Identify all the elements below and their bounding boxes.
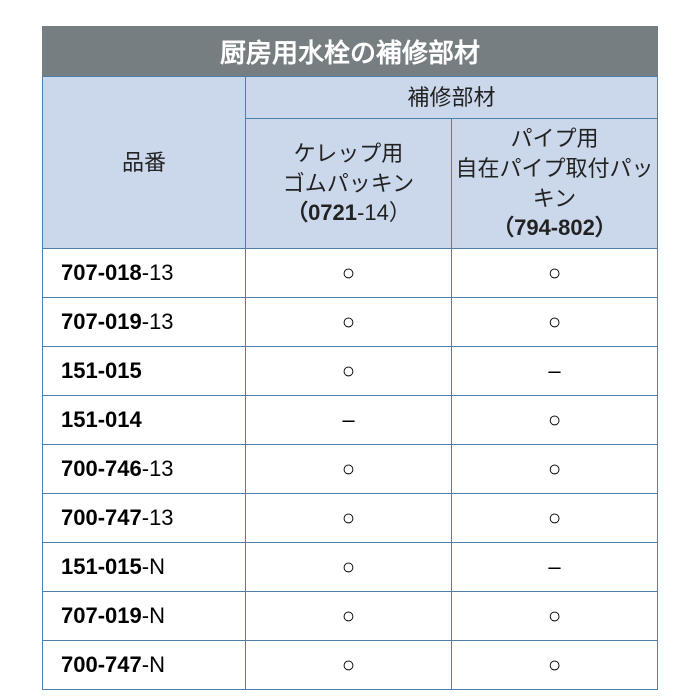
part-number-bold: 151-015 bbox=[61, 358, 142, 383]
header-sub1-l3b: -14） bbox=[357, 200, 411, 225]
title-text: 厨房用水栓の補修部材 bbox=[220, 33, 480, 70]
part-number-cell: 707-019-N bbox=[43, 592, 246, 641]
part-number-bold: 700-746 bbox=[61, 456, 142, 481]
table-row: 707-019-13○○ bbox=[43, 298, 658, 347]
part-number-cell: 151-015 bbox=[43, 347, 246, 396]
table-row: 700-746-13○○ bbox=[43, 445, 658, 494]
table-row: 151-015-N○– bbox=[43, 543, 658, 592]
header-group: 補修部材 bbox=[245, 77, 657, 119]
mark-cell-kerep: ○ bbox=[245, 249, 451, 298]
table-body: 707-018-13○○707-019-13○○151-015○–151-014… bbox=[43, 249, 658, 690]
mark-cell-kerep: ○ bbox=[245, 347, 451, 396]
mark-cell-kerep: – bbox=[245, 396, 451, 445]
header-sub1-l2: ゴムパッキン bbox=[283, 171, 414, 196]
part-number-bold: 707-019 bbox=[61, 603, 142, 628]
part-number-suffix: -N bbox=[142, 652, 165, 677]
part-number-cell: 151-014 bbox=[43, 396, 246, 445]
part-number-suffix: -13 bbox=[142, 456, 174, 481]
part-number-bold: 700-747 bbox=[61, 652, 142, 677]
mark-cell-pipe: ○ bbox=[451, 298, 657, 347]
part-number-bold: 151-015 bbox=[61, 554, 142, 579]
mark-cell-kerep: ○ bbox=[245, 543, 451, 592]
part-number-suffix: -N bbox=[142, 554, 165, 579]
table-row: 700-747-N○○ bbox=[43, 641, 658, 690]
header-sub2-l2: 自在パイプ取付パッキン bbox=[455, 156, 653, 211]
table-row: 151-014 –○ bbox=[43, 396, 658, 445]
part-number-cell: 700-747-13 bbox=[43, 494, 246, 543]
mark-cell-kerep: ○ bbox=[245, 445, 451, 494]
part-number-bold: 707-018 bbox=[61, 260, 142, 285]
header-sub-2: パイプ用 自在パイプ取付パッキン （794-802） bbox=[451, 119, 657, 249]
mark-cell-pipe: ○ bbox=[451, 592, 657, 641]
parts-table: 品番 補修部材 ケレップ用 ゴムパッキン （0721-14） パイプ用 自在パイ… bbox=[42, 76, 658, 690]
header-sub-1: ケレップ用 ゴムパッキン （0721-14） bbox=[245, 119, 451, 249]
part-number-cell: 707-019-13 bbox=[43, 298, 246, 347]
mark-cell-kerep: ○ bbox=[245, 298, 451, 347]
table-row: 700-747-13○○ bbox=[43, 494, 658, 543]
part-number-bold: 151-014 bbox=[61, 407, 142, 432]
part-number-bold: 707-019 bbox=[61, 309, 142, 334]
mark-cell-pipe: – bbox=[451, 347, 657, 396]
part-number-cell: 707-018-13 bbox=[43, 249, 246, 298]
mark-cell-pipe: ○ bbox=[451, 494, 657, 543]
mark-cell-pipe: ○ bbox=[451, 249, 657, 298]
header-group-text: 補修部材 bbox=[407, 85, 495, 110]
table-row: 707-019-N○○ bbox=[43, 592, 658, 641]
mark-cell-kerep: ○ bbox=[245, 592, 451, 641]
part-number-cell: 700-747-N bbox=[43, 641, 246, 690]
header-sub1-l3a: （0721 bbox=[286, 200, 357, 225]
header-sub2-l3: （794-802） bbox=[492, 215, 617, 240]
header-sub1-l1: ケレップ用 bbox=[294, 141, 404, 166]
header-part-no: 品番 bbox=[43, 77, 246, 249]
part-number-cell: 151-015-N bbox=[43, 543, 246, 592]
part-number-suffix: -13 bbox=[142, 309, 174, 334]
table-row: 151-015 ○– bbox=[43, 347, 658, 396]
header-sub2-l1: パイプ用 bbox=[510, 126, 598, 151]
mark-cell-pipe: ○ bbox=[451, 445, 657, 494]
part-number-suffix: -N bbox=[142, 603, 165, 628]
table-row: 707-018-13○○ bbox=[43, 249, 658, 298]
mark-cell-pipe: ○ bbox=[451, 641, 657, 690]
part-number-cell: 700-746-13 bbox=[43, 445, 246, 494]
part-number-suffix: -13 bbox=[142, 260, 174, 285]
mark-cell-pipe: ○ bbox=[451, 396, 657, 445]
title-bar: 厨房用水栓の補修部材 bbox=[42, 26, 658, 76]
header-part-no-text: 品番 bbox=[122, 150, 166, 175]
mark-cell-pipe: – bbox=[451, 543, 657, 592]
mark-cell-kerep: ○ bbox=[245, 494, 451, 543]
part-number-suffix: -13 bbox=[142, 505, 174, 530]
part-number-bold: 700-747 bbox=[61, 505, 142, 530]
mark-cell-kerep: ○ bbox=[245, 641, 451, 690]
